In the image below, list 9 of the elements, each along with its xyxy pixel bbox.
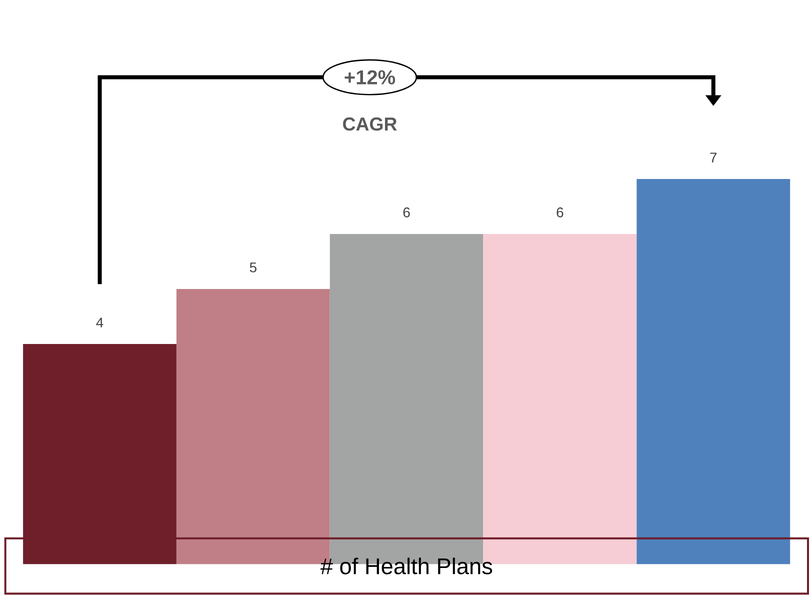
- data-label: 6: [403, 207, 410, 218]
- x-axis-title: # of Health Plans: [320, 558, 492, 574]
- data-label: 7: [710, 152, 717, 162]
- text: CAGR: [343, 117, 397, 131]
- data-label: 5: [250, 262, 256, 272]
- data-label: 6: [556, 207, 564, 218]
- text: +12%: [344, 70, 396, 84]
- bar: [636, 179, 790, 564]
- data-label: 4: [96, 318, 104, 328]
